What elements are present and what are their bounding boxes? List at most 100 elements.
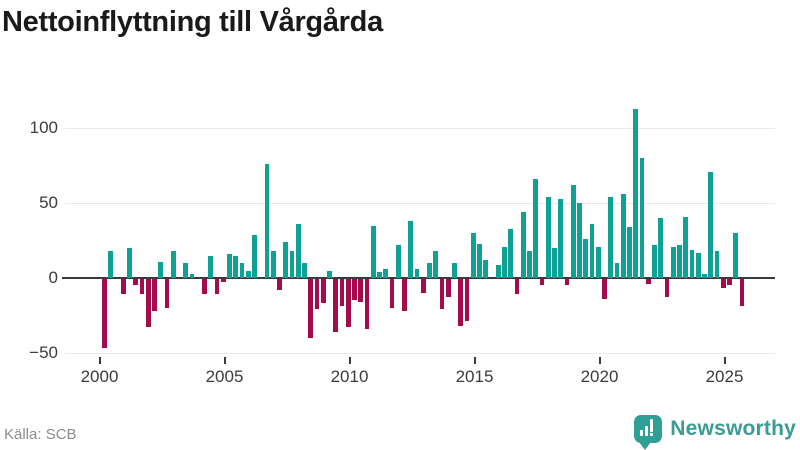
bar bbox=[108, 251, 114, 278]
x-axis-tick bbox=[223, 357, 226, 364]
bar bbox=[708, 171, 714, 278]
bar bbox=[633, 108, 639, 278]
bar bbox=[570, 185, 576, 278]
bar bbox=[227, 254, 232, 278]
bar bbox=[264, 164, 270, 278]
bar bbox=[102, 279, 107, 348]
bar bbox=[245, 270, 251, 278]
bar bbox=[214, 279, 220, 294]
bar bbox=[645, 279, 651, 284]
bar bbox=[470, 233, 476, 278]
x-axis-tick bbox=[598, 357, 601, 364]
bar bbox=[408, 221, 414, 278]
icon-bar-1 bbox=[640, 430, 644, 436]
bar bbox=[520, 212, 526, 278]
bar bbox=[339, 279, 345, 306]
bar bbox=[577, 203, 582, 278]
newsworthy-bubble-barchart-icon bbox=[634, 415, 663, 450]
bar bbox=[120, 279, 126, 294]
bar bbox=[589, 224, 595, 278]
bar bbox=[602, 279, 607, 299]
bar bbox=[733, 233, 739, 278]
zero-axis-line bbox=[62, 277, 775, 279]
bar bbox=[283, 242, 289, 278]
x-axis-tick bbox=[98, 357, 101, 364]
bar bbox=[702, 273, 707, 278]
bar bbox=[689, 249, 695, 278]
bar bbox=[670, 246, 676, 278]
icon-bar-2 bbox=[645, 426, 649, 436]
bar bbox=[720, 279, 726, 288]
bar bbox=[145, 279, 151, 327]
bar bbox=[739, 279, 745, 306]
bar bbox=[552, 248, 557, 278]
bar bbox=[539, 279, 545, 285]
bar bbox=[189, 273, 195, 278]
bar bbox=[152, 279, 157, 311]
y-axis-label: 100 bbox=[29, 118, 58, 137]
bar bbox=[333, 279, 339, 332]
brand-lockup: Newsworthy bbox=[634, 415, 796, 450]
x-axis-tick bbox=[473, 357, 476, 364]
bar bbox=[183, 263, 189, 278]
y-axis-label: −50 bbox=[29, 343, 58, 362]
bar bbox=[314, 279, 320, 309]
bar bbox=[345, 279, 351, 327]
bar bbox=[458, 279, 464, 326]
bar bbox=[445, 279, 451, 297]
bar bbox=[608, 197, 614, 278]
bar bbox=[639, 158, 645, 278]
x-axis-label: 2020 bbox=[580, 367, 619, 386]
brand-name: Newsworthy bbox=[670, 417, 796, 440]
bar bbox=[233, 255, 239, 278]
bar bbox=[202, 279, 207, 294]
source-note: Källa: SCB bbox=[4, 426, 77, 443]
bar bbox=[402, 279, 407, 311]
bar bbox=[170, 251, 176, 278]
bar bbox=[427, 263, 432, 278]
bar bbox=[377, 272, 382, 278]
bar bbox=[439, 279, 445, 309]
bar bbox=[395, 245, 401, 278]
bar bbox=[295, 224, 301, 278]
bar bbox=[658, 218, 664, 278]
bar bbox=[133, 279, 139, 285]
bar bbox=[370, 225, 376, 278]
bar bbox=[158, 261, 164, 278]
bar bbox=[583, 239, 589, 278]
x-axis-label: 2000 bbox=[80, 367, 119, 386]
bar bbox=[208, 255, 214, 278]
x-axis-label: 2010 bbox=[330, 367, 369, 386]
bar bbox=[302, 263, 307, 278]
bar bbox=[545, 197, 551, 278]
icon-exclamation-dot bbox=[650, 433, 654, 436]
bar bbox=[289, 251, 295, 278]
bar bbox=[364, 279, 370, 329]
bar bbox=[595, 246, 601, 278]
bar bbox=[220, 279, 226, 282]
x-axis-tick bbox=[723, 357, 726, 364]
bar bbox=[627, 227, 632, 278]
bar bbox=[139, 279, 145, 294]
bar bbox=[277, 279, 282, 290]
bar bbox=[477, 243, 482, 278]
x-axis-label: 2025 bbox=[705, 367, 744, 386]
bar bbox=[508, 228, 514, 278]
bar bbox=[564, 279, 570, 285]
bar bbox=[727, 279, 732, 285]
bar bbox=[127, 248, 132, 278]
x-axis-tick bbox=[348, 357, 351, 364]
bar bbox=[677, 245, 682, 278]
bar bbox=[483, 260, 489, 278]
bar bbox=[514, 279, 520, 294]
bar bbox=[433, 251, 439, 278]
x-axis-label: 2005 bbox=[205, 367, 244, 386]
bar bbox=[358, 279, 364, 302]
bar bbox=[714, 251, 720, 278]
gridline-100 bbox=[65, 128, 775, 129]
y-axis-label: 50 bbox=[39, 193, 58, 212]
bar bbox=[308, 279, 314, 338]
bar bbox=[533, 179, 539, 278]
bar bbox=[270, 251, 276, 278]
